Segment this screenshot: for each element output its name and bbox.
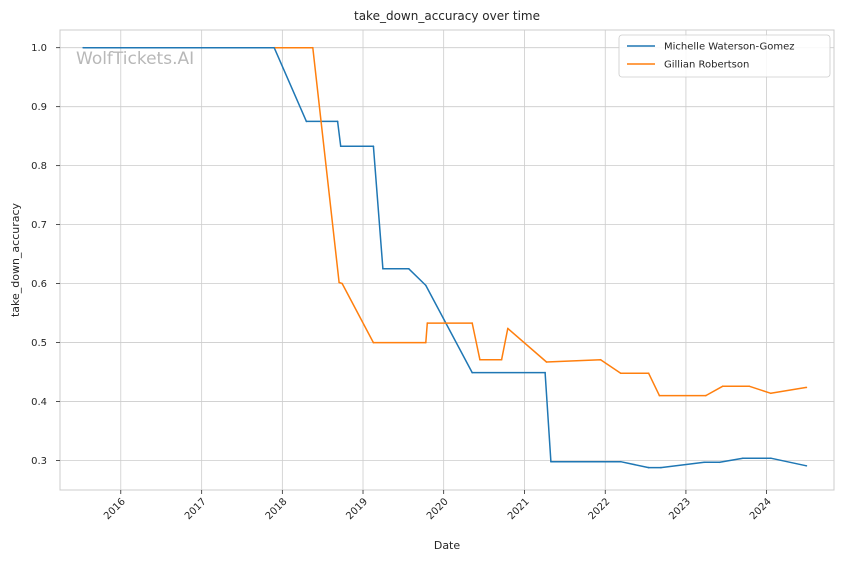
data-point <box>339 145 342 147</box>
data-point <box>703 461 706 464</box>
data-point <box>722 385 724 388</box>
data-point <box>425 284 427 287</box>
data-point <box>647 372 650 375</box>
data-point <box>82 46 84 49</box>
series <box>82 46 808 469</box>
y-tick-label: 0.6 <box>31 279 47 290</box>
data-point <box>274 46 277 49</box>
data-point <box>742 457 744 460</box>
grid <box>60 30 834 490</box>
series-line-1 <box>275 46 807 397</box>
x-tick-label: 2024 <box>748 496 774 522</box>
data-point <box>660 466 662 469</box>
data-point <box>338 281 340 284</box>
data-point <box>619 372 622 375</box>
data-point <box>599 358 602 361</box>
y-tick-label: 0.9 <box>31 102 47 113</box>
data-point <box>805 386 808 389</box>
data-point <box>500 358 503 361</box>
data-point <box>305 120 308 123</box>
legend-label-series-0: Michelle Waterson-Gomez <box>664 42 795 53</box>
legend: Michelle Waterson-Gomez Gillian Robertso… <box>618 34 831 78</box>
series-line-0 <box>83 46 807 469</box>
data-point <box>372 145 375 147</box>
data-point <box>341 282 344 285</box>
data-point <box>647 466 650 469</box>
x-tick-label: 2021 <box>506 496 532 522</box>
data-point <box>425 341 427 344</box>
plot-frame <box>59 29 835 491</box>
data-point <box>507 327 509 330</box>
x-tick-label: 2019 <box>344 496 370 522</box>
data-point <box>705 394 707 397</box>
data-point <box>805 465 808 467</box>
data-point <box>471 322 474 324</box>
y-tick-label: 1.0 <box>31 43 47 54</box>
y-tick-label: 0.5 <box>31 338 47 349</box>
y-tick-label: 0.3 <box>31 456 47 467</box>
data-point <box>550 460 552 463</box>
x-axis-label: Date <box>434 539 461 552</box>
x-tick-label: 2020 <box>425 496 451 522</box>
y-tick-label: 0.8 <box>31 161 47 172</box>
x-tick-label: 2018 <box>264 496 290 522</box>
x-tick-label: 2023 <box>667 496 693 522</box>
data-point <box>748 385 750 388</box>
data-point <box>658 394 661 397</box>
x-tick-label: 2016 <box>102 496 128 522</box>
data-point <box>544 371 546 374</box>
y-axis-ticks: 0.3 0.4 0.5 0.6 0.7 0.8 0.9 1.0 <box>31 43 60 467</box>
x-axis-ticks: 2016 2017 2018 2019 2020 2021 2022 2023 2024 <box>102 490 774 522</box>
legend-label-series-1: Gillian Robertson <box>664 60 749 71</box>
y-tick-label: 0.7 <box>31 220 47 231</box>
data-point <box>336 120 339 123</box>
data-point <box>426 322 429 324</box>
data-point <box>619 460 622 463</box>
y-axis-label: take_down_accuracy <box>9 202 22 317</box>
chart-title: take_down_accuracy over time <box>354 9 540 23</box>
data-point <box>545 361 548 363</box>
x-tick-label: 2017 <box>183 496 209 522</box>
data-point <box>273 46 276 49</box>
x-tick-label: 2022 <box>587 496 613 522</box>
data-point <box>471 371 474 374</box>
legend-box <box>618 34 831 78</box>
data-point <box>382 268 384 270</box>
data-point <box>770 457 772 460</box>
data-point <box>770 392 772 395</box>
watermark: WolfTickets.AI <box>76 49 194 69</box>
data-point <box>312 46 314 49</box>
data-point <box>372 341 375 344</box>
data-point <box>408 268 410 270</box>
data-point <box>479 358 481 361</box>
y-tick-label: 0.4 <box>31 397 47 408</box>
data-point <box>718 461 721 464</box>
